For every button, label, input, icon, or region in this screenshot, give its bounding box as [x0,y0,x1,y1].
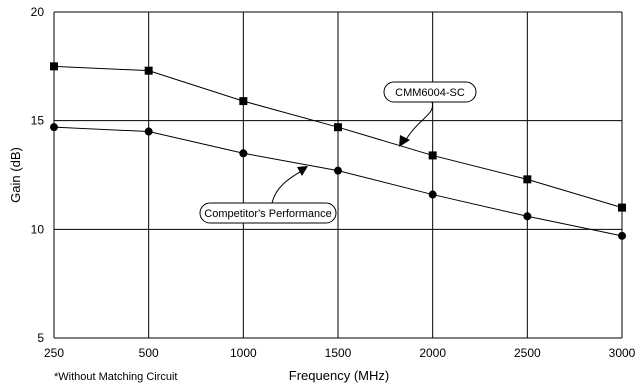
x-tick-label-250: 250 [44,346,64,360]
point-competitor-s-performance-3000 [618,231,626,240]
point-competitor-s-performance-2500 [523,212,532,221]
callout-cmm6004-sc-box [383,81,477,103]
y-tick-label-5: 5 [37,331,44,345]
x-tick-label-1500: 1500 [325,346,352,360]
point-cmm6004-sc-1000 [239,97,248,106]
x-tick-label-1000: 1000 [230,346,257,360]
point-competitor-s-performance-2000 [428,190,437,199]
point-cmm6004-sc-1500 [334,123,342,132]
grid-lines [53,11,623,339]
point-competitor-s-performance-1000 [239,149,248,158]
footnote: *Without Matching Circuit [54,371,178,383]
y-tick-label-20: 20 [31,5,45,19]
x-tick-label-500: 500 [139,346,159,360]
callout-cmm6004-sc-label: CMM6004-SC [395,87,465,99]
point-cmm6004-sc-250 [50,62,58,71]
tick-labels: 250 500 1000 1500 2000 2500 3000 5 10 15 20 [31,5,636,360]
point-competitor-s-performance-500 [144,127,153,136]
callout-competitor-arrow [271,169,304,204]
y-tick-label-10: 10 [31,222,45,236]
callout-competitor: Competitor's Performance [199,166,337,224]
point-cmm6004-sc-3000 [618,203,626,212]
point-cmm6004-sc-500 [144,66,153,75]
x-tick-label-3000: 3000 [609,346,636,360]
point-competitor-s-performance-250 [50,123,58,132]
x-tick-label-2000: 2000 [419,346,446,360]
point-cmm6004-sc-2000 [428,151,437,160]
point-cmm6004-sc-2500 [523,175,532,184]
callout-cmm6004-sc: CMM6004-SC [383,81,477,147]
y-tick-label-15: 15 [31,114,45,128]
callout-cmm6004-sc-arrowhead [399,135,410,147]
y-axis-title: Gain (dB) [8,147,23,203]
callout-cmm6004-sc-arrow [403,101,434,144]
x-axis-title: Frequency (MHz) [289,368,389,383]
x-tick-label-2500: 2500 [514,346,541,360]
callout-competitor-label: Competitor's Performance [204,208,331,220]
callout-competitor-box [199,202,337,224]
callout-competitor-arrowhead [297,166,308,176]
series-layer [50,62,626,240]
point-competitor-s-performance-1500 [334,166,342,175]
